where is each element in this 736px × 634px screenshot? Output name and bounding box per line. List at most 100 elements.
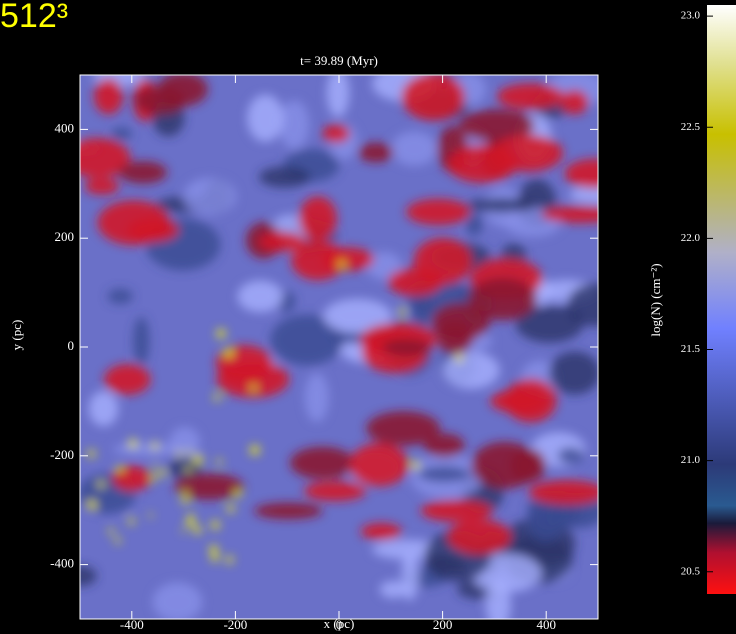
- texture-blob: [104, 364, 151, 395]
- texture-blob: [327, 68, 350, 117]
- y-tick-label: 400: [55, 120, 75, 135]
- texture-blob: [254, 503, 323, 519]
- texture-blob: [443, 352, 500, 389]
- texture-blob: [511, 448, 547, 482]
- texture-spot: [182, 529, 186, 533]
- texture-blob: [304, 481, 366, 501]
- texture-spot: [186, 517, 195, 526]
- texture-spot: [98, 481, 105, 488]
- texture-blob: [85, 178, 120, 195]
- texture-spot: [250, 445, 260, 455]
- texture-spot: [151, 442, 158, 449]
- texture-spot: [211, 554, 219, 562]
- texture-spot: [216, 329, 225, 338]
- page: 512³ t= 39.89 (Myr) x (pc) y (pc) log(N)…: [0, 0, 736, 634]
- texture-spot: [227, 505, 235, 513]
- texture-blob: [541, 206, 621, 223]
- texture-spot: [153, 463, 157, 467]
- texture-spot: [115, 538, 121, 544]
- texture-spot: [209, 545, 218, 554]
- texture-spot: [185, 467, 190, 472]
- texture-blob: [380, 581, 408, 598]
- texture-blob: [183, 178, 236, 215]
- texture-spot: [455, 355, 463, 363]
- colorbar: [707, 5, 736, 594]
- texture-blob: [94, 78, 123, 114]
- colorbar-tick-label: 21.0: [681, 454, 701, 466]
- texture-blob: [258, 232, 304, 252]
- chart: 512³ t= 39.89 (Myr) x (pc) y (pc) log(N)…: [0, 0, 736, 634]
- texture-blob: [486, 581, 511, 630]
- texture-blob: [497, 83, 564, 109]
- texture-spot: [88, 452, 93, 457]
- texture-spot: [211, 521, 220, 530]
- texture-blob: [89, 391, 118, 426]
- texture-blob: [279, 100, 309, 149]
- texture-spot: [182, 497, 189, 504]
- texture-blob: [108, 289, 133, 304]
- texture-blob: [391, 132, 437, 166]
- texture-blob: [406, 199, 470, 225]
- y-axis-label: y (pc): [9, 320, 24, 351]
- texture-blob: [431, 303, 489, 341]
- texture-blob: [567, 283, 623, 326]
- texture-blob: [290, 447, 355, 479]
- texture-spot: [398, 308, 405, 315]
- texture-blob: [426, 553, 452, 573]
- x-tick-label: -200: [223, 617, 247, 632]
- texture-spot: [226, 556, 234, 564]
- texture-blob: [299, 196, 337, 240]
- texture-blob: [259, 166, 310, 187]
- texture-blob: [466, 198, 536, 212]
- texture-blob: [421, 500, 493, 522]
- texture-spot: [224, 349, 233, 358]
- texture-blob: [466, 214, 483, 236]
- texture-blob: [418, 466, 470, 482]
- texture-spot: [176, 451, 182, 457]
- texture-blob: [305, 373, 329, 422]
- texture-blob: [111, 128, 132, 140]
- texture-blob: [382, 339, 431, 356]
- texture-blob: [152, 582, 202, 621]
- texture-blob: [361, 523, 402, 540]
- texture-spot: [187, 450, 192, 455]
- y-tick-label: -400: [50, 556, 74, 571]
- texture-spot: [183, 490, 188, 495]
- texture-spot: [158, 470, 165, 477]
- colorbar-tick-label: 20.5: [681, 565, 701, 577]
- texture-blob: [350, 443, 409, 486]
- texture-spot: [250, 385, 256, 391]
- texture-blob: [447, 519, 511, 554]
- texture-blob: [237, 281, 283, 313]
- texture-blob: [322, 124, 350, 143]
- colorbar-tick-label: 22.5: [681, 121, 701, 133]
- texture-spot: [149, 513, 153, 517]
- texture-blob: [135, 86, 186, 114]
- texture-spot: [411, 461, 419, 469]
- texture-blob: [549, 351, 600, 394]
- texture-spot: [108, 528, 114, 534]
- texture-blob: [565, 159, 625, 189]
- texture-spot: [128, 518, 135, 525]
- colorbar-tick-label: 23.0: [681, 10, 701, 22]
- x-tick-label: 0: [336, 617, 343, 632]
- texture-blob: [216, 361, 289, 398]
- texture-spot: [150, 475, 156, 481]
- texture-blob: [119, 161, 167, 183]
- texture-blob: [322, 247, 374, 271]
- x-tick-label: 400: [536, 617, 556, 632]
- texture-spot: [338, 261, 345, 268]
- texture-blob: [358, 143, 394, 163]
- y-tick-label: 0: [68, 338, 75, 353]
- texture-spot: [214, 394, 221, 401]
- texture-spot: [234, 490, 241, 497]
- colorbar-tick-label: 21.5: [681, 343, 701, 355]
- colorbar-label: log(N) (cm⁻²): [648, 263, 663, 336]
- texture-blob: [490, 390, 546, 413]
- texture-blob: [97, 200, 169, 245]
- y-tick-label: -200: [50, 447, 74, 462]
- x-tick-label: 200: [433, 617, 453, 632]
- texture-blob: [169, 427, 200, 457]
- colorbar-tick-label: 22.0: [681, 232, 701, 244]
- texture-blob: [448, 145, 517, 183]
